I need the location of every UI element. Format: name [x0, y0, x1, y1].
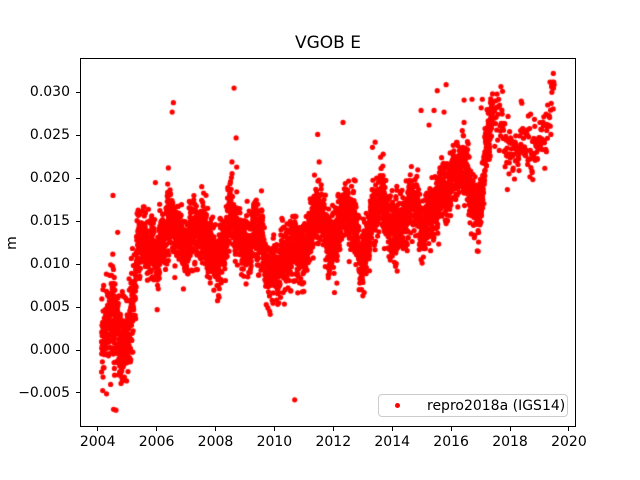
y-tick-label: 0.000 — [29, 342, 70, 359]
x-tick-mark — [509, 427, 511, 431]
y-tick-mark — [76, 91, 80, 93]
x-tick-label: 2004 — [79, 434, 116, 450]
y-tick-mark — [76, 220, 80, 222]
y-tick-label: 0.010 — [29, 256, 70, 273]
legend-label: repro2018a (IGS14) — [427, 397, 566, 414]
y-tick-mark — [76, 392, 80, 394]
y-tick-mark — [76, 349, 80, 351]
y-tick-label: −0.005 — [18, 384, 70, 401]
y-tick-label: 0.020 — [29, 170, 70, 187]
x-tick-mark — [568, 427, 570, 431]
plot-area — [80, 58, 576, 427]
y-tick-label: 0.025 — [29, 127, 70, 144]
x-tick-label: 2016 — [433, 434, 469, 450]
x-tick-label: 2020 — [551, 434, 587, 450]
x-tick-label: 2008 — [197, 434, 234, 450]
x-tick-mark — [156, 427, 158, 431]
chart-title: VGOB E — [295, 33, 361, 53]
x-tick-label: 2012 — [315, 434, 352, 450]
x-tick-mark — [332, 427, 334, 431]
x-tick-mark — [273, 427, 275, 431]
y-tick-mark — [76, 177, 80, 179]
x-tick-mark — [391, 427, 393, 431]
x-tick-label: 2006 — [138, 434, 175, 450]
x-tick-label: 2014 — [374, 434, 411, 450]
x-tick-mark — [450, 427, 452, 431]
y-tick-label: 0.005 — [29, 299, 70, 316]
legend-marker-dot — [395, 403, 400, 408]
x-tick-label: 2018 — [492, 434, 528, 450]
y-tick-mark — [76, 263, 80, 265]
scatter-canvas — [81, 59, 575, 426]
x-tick-mark — [97, 427, 99, 431]
y-tick-mark — [76, 306, 80, 308]
y-tick-label: 0.015 — [29, 213, 70, 230]
legend: repro2018a (IGS14) — [378, 394, 568, 417]
y-tick-mark — [76, 134, 80, 136]
y-tick-label: 0.030 — [29, 84, 70, 101]
x-tick-mark — [214, 427, 216, 431]
x-tick-label: 2010 — [256, 434, 293, 450]
